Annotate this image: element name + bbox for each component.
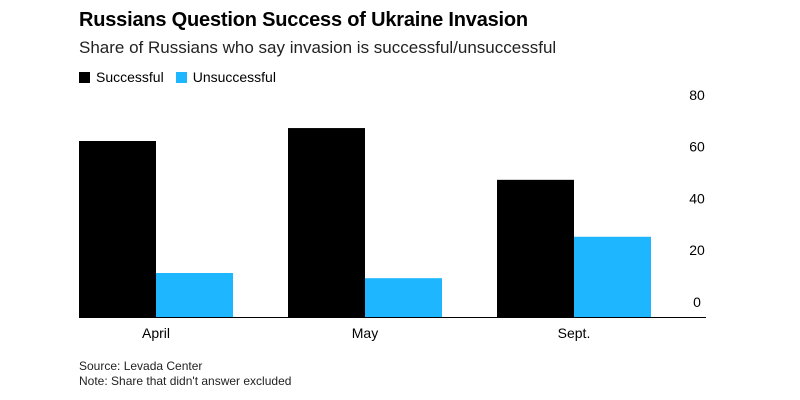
legend-label-successful: Successful [96,69,164,85]
x-tick-label: May [352,325,378,341]
x-tick-label: April [142,325,170,341]
chart-title: Russians Question Success of Ukraine Inv… [79,9,528,31]
bar-unsuccessful-3 [574,236,651,317]
y-tick-label: 80 [689,87,705,103]
legend-item-unsuccessful: Unsuccessful [175,69,276,85]
bar-successful-1 [79,141,156,317]
y-tick-label: 0 [693,294,701,310]
y-tick-label: 60 [689,139,705,155]
bar-unsuccessful-1 [156,273,233,317]
source-note: Source: Levada Center [79,359,203,373]
x-tick-label: Sept. [558,325,591,341]
y-tick-label: 20 [689,242,705,258]
legend-swatch-successful [79,71,90,83]
bar-unsuccessful-2 [365,278,442,317]
legend-swatch-unsuccessful [175,71,187,83]
y-tick-label: 40 [689,190,705,206]
bar-successful-2 [288,128,365,317]
chart-subtitle: Share of Russians who say invasion is su… [79,38,557,57]
legend: Successful Unsuccessful [79,69,288,85]
legend-item-successful: Successful [79,69,164,85]
bar-successful-3 [497,179,574,317]
legend-label-unsuccessful: Unsuccessful [192,69,276,85]
footnote: Note: Share that didn't answer excluded [79,374,292,388]
